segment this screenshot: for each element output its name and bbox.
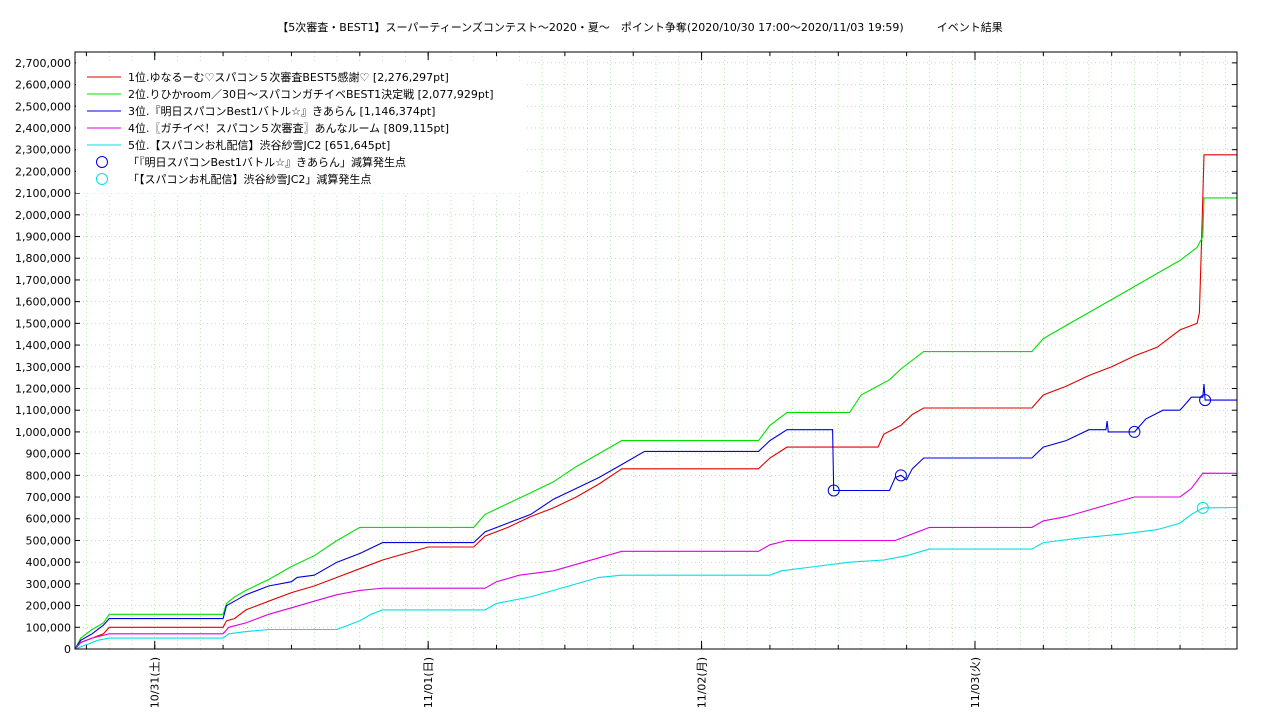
y-tick-label: 1,500,000: [15, 317, 71, 330]
marker-point-1: [894, 469, 907, 482]
y-tick-label: 700,000: [26, 491, 72, 504]
y-tick-label: 1,300,000: [15, 361, 71, 374]
series-line-4: [74, 472, 1238, 650]
series-line-3: [74, 384, 1237, 650]
x-tick-label: 11/03(火): [969, 657, 982, 708]
x-tick-label: 11/02(月): [696, 657, 709, 708]
y-tick-label: 1,000,000: [15, 426, 71, 439]
y-tick-label: 1,600,000: [15, 296, 71, 309]
x-tick-label: 11/01(日): [422, 657, 435, 708]
y-tick-label: 1,100,000: [15, 404, 71, 417]
y-tick-label: 0: [64, 643, 71, 656]
series-line-5: [74, 506, 1238, 650]
y-tick-label: 2,100,000: [15, 187, 71, 200]
y-tick-label: 200,000: [26, 600, 72, 613]
chart-title: 【5次審査・BEST1】スーパーティーンズコンテスト〜2020・夏〜 ポイント争…: [277, 21, 1003, 34]
marker-point-1: [827, 484, 840, 497]
legend-marker-label-2: 「【スパコンお札配信】渋谷紗雪JC2」減算発生点: [128, 172, 371, 186]
legend-box: [76, 61, 526, 193]
y-tick-label: 400,000: [26, 556, 72, 569]
plot-frame: [74, 51, 1238, 650]
y-tick-label: 2,000,000: [15, 209, 71, 222]
marker-point-1: [1199, 394, 1212, 407]
series-line-1: [74, 154, 1237, 650]
y-tick-label: 500,000: [26, 534, 72, 547]
y-tick-label: 2,700,000: [15, 57, 71, 70]
y-tick-label: 300,000: [26, 578, 72, 591]
marker-point-2: [1196, 501, 1209, 514]
y-tick-label: 100,000: [26, 621, 72, 634]
y-tick-label: 800,000: [26, 469, 72, 482]
legend-label-5: 5位.【スパコンお札配信】渋谷紗雪JC2 [651,645pt]: [128, 138, 390, 152]
y-tick-label: 600,000: [26, 513, 72, 526]
series-line-2: [74, 197, 1237, 650]
y-tick-label: 1,400,000: [15, 339, 71, 352]
x-tick-label: 10/31(土): [149, 657, 162, 708]
y-tick-label: 1,800,000: [15, 252, 71, 265]
y-tick-label: 2,600,000: [15, 79, 71, 92]
y-tick-label: 1,700,000: [15, 274, 71, 287]
y-tick-label: 2,300,000: [15, 144, 71, 157]
legend-marker-2: [96, 173, 108, 185]
y-tick-label: 2,400,000: [15, 122, 71, 135]
legend-label-1: 1位.ゆなるーむ♡スパコン５次審査BEST5感謝♡ [2,276,297pt]: [128, 70, 449, 84]
legend-marker-1: [96, 156, 108, 168]
y-tick-label: 900,000: [26, 448, 72, 461]
marker-point-1: [1128, 425, 1141, 438]
y-tick-label: 2,200,000: [15, 165, 71, 178]
y-tick-label: 1,900,000: [15, 231, 71, 244]
y-tick-label: 2,500,000: [15, 100, 71, 113]
legend-label-2: 2位.りひかroom／30日〜スパコンガチイベBEST1決定戦 [2,077,9…: [128, 87, 494, 101]
legend-label-3: 3位.『明日スパコンBest1バトル☆』きあらん [1,146,374pt]: [128, 104, 435, 118]
y-tick-label: 1,200,000: [15, 382, 71, 395]
legend-marker-label-1: 「『明日スパコンBest1バトル☆』きあらん」減算発生点: [128, 155, 406, 169]
legend-label-4: 4位.〖ガチイベ！スパコン５次審査〗あんなルーム [809,115pt]: [128, 121, 449, 135]
